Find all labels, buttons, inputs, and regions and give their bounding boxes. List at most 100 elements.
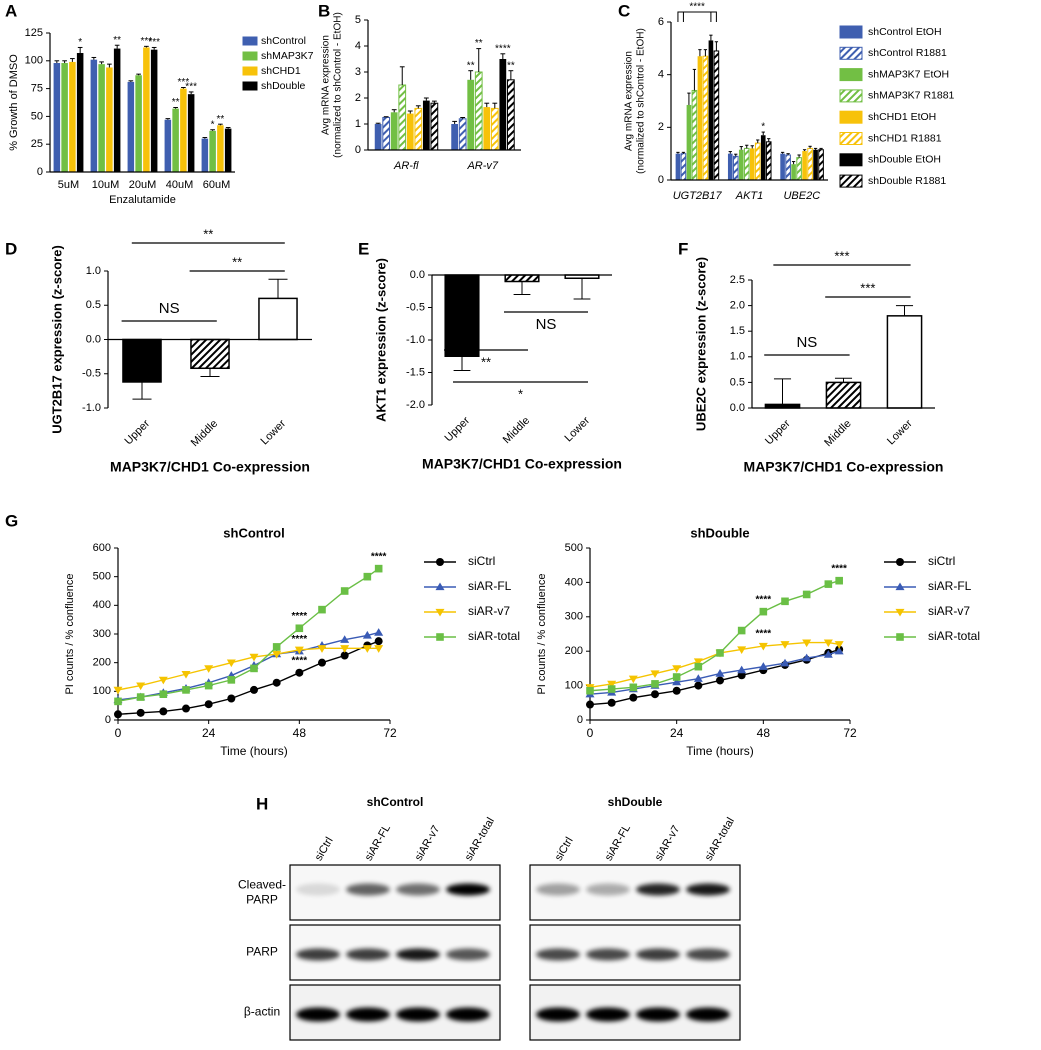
error-bar bbox=[728, 151, 732, 154]
error-bar bbox=[681, 151, 686, 154]
point bbox=[340, 635, 350, 643]
x-axis-label: Time (hours) bbox=[220, 744, 288, 758]
point bbox=[834, 641, 844, 649]
bar bbox=[691, 89, 698, 181]
bar bbox=[76, 53, 84, 172]
legend-item: shCHD1 R1881 bbox=[839, 132, 942, 145]
error-bar bbox=[802, 149, 807, 152]
legend-label: shDouble bbox=[261, 80, 306, 92]
blot-band bbox=[296, 948, 340, 961]
y-tick-label: 3 bbox=[355, 66, 361, 78]
bar bbox=[53, 63, 61, 172]
chart-title: shDouble bbox=[690, 525, 749, 540]
point bbox=[694, 662, 703, 671]
point bbox=[737, 671, 746, 680]
panel-letter: G bbox=[5, 511, 18, 530]
point bbox=[672, 686, 681, 695]
y-tick-label: -1.5 bbox=[406, 366, 425, 378]
legend-item: shCHD1 bbox=[242, 65, 301, 77]
legend-item: shControl bbox=[242, 35, 306, 47]
y-tick-label: 2 bbox=[658, 121, 664, 133]
point bbox=[374, 645, 384, 653]
point bbox=[113, 686, 123, 695]
error-bar bbox=[492, 102, 498, 109]
bar bbox=[406, 113, 414, 150]
y-tick-label: -0.5 bbox=[82, 368, 101, 380]
point bbox=[363, 572, 372, 581]
bar bbox=[732, 155, 739, 181]
point bbox=[780, 641, 790, 649]
point bbox=[802, 590, 811, 599]
y-tick-label: 0 bbox=[577, 714, 583, 726]
error-bar bbox=[573, 278, 591, 300]
legend-label: shControl R1881 bbox=[868, 47, 947, 59]
point bbox=[651, 680, 659, 688]
line bbox=[117, 631, 379, 701]
point bbox=[716, 649, 724, 657]
bracket-label: ** bbox=[232, 254, 242, 269]
point bbox=[629, 693, 638, 702]
point bbox=[226, 659, 236, 668]
error-bar bbox=[739, 146, 743, 150]
legend-swatch bbox=[839, 110, 863, 124]
error-bar bbox=[780, 151, 785, 154]
x-tick-label: 20uM bbox=[129, 179, 157, 191]
legend-marker bbox=[896, 558, 904, 566]
bar bbox=[172, 108, 179, 172]
x-axis-label: MAP3K7/CHD1 Co-expression bbox=[110, 459, 310, 475]
significance: **** bbox=[292, 634, 308, 645]
bar bbox=[217, 125, 224, 172]
error-bar bbox=[834, 377, 853, 383]
error-bar bbox=[268, 278, 288, 299]
error-bar bbox=[431, 100, 437, 104]
bar bbox=[813, 149, 818, 180]
point bbox=[227, 694, 236, 703]
error-bar bbox=[210, 129, 215, 131]
x-tick-label: 10uM bbox=[92, 179, 120, 191]
error-bar bbox=[415, 105, 421, 109]
significance: * bbox=[211, 119, 215, 130]
point bbox=[693, 674, 703, 682]
bar bbox=[807, 147, 813, 181]
significance-bracket: NS bbox=[764, 334, 850, 356]
x-tick-label: AR-v7 bbox=[466, 160, 498, 172]
legend-item: shControl R1881 bbox=[839, 46, 947, 60]
bar bbox=[127, 81, 135, 172]
bar bbox=[135, 75, 142, 172]
significance: ** bbox=[467, 60, 475, 71]
bar bbox=[738, 149, 744, 180]
y-tick-label: 300 bbox=[565, 611, 583, 623]
y-tick-label: 200 bbox=[93, 657, 111, 669]
error-bar bbox=[808, 145, 812, 149]
bar bbox=[113, 48, 121, 172]
blot-row-label: Cleaved- bbox=[238, 878, 286, 892]
error-bar bbox=[136, 73, 141, 76]
legend-label: siAR-total bbox=[928, 629, 980, 643]
legend-swatch bbox=[839, 89, 863, 103]
x-axis-label: Time (hours) bbox=[686, 744, 754, 758]
point bbox=[693, 658, 703, 667]
significance: **** bbox=[831, 563, 847, 574]
y-tick-label: 25 bbox=[31, 138, 43, 150]
error-bar bbox=[132, 381, 152, 400]
legend-swatch bbox=[242, 81, 258, 91]
y-tick-label: 0.0 bbox=[410, 269, 425, 281]
error-bar bbox=[70, 58, 75, 62]
error-bar bbox=[181, 86, 186, 89]
point bbox=[823, 650, 833, 658]
point bbox=[823, 639, 833, 648]
blot-band bbox=[346, 883, 390, 896]
point bbox=[294, 646, 304, 655]
error-bar bbox=[797, 154, 801, 158]
x-tick-label: Lower bbox=[562, 414, 592, 444]
legend-marker bbox=[895, 582, 905, 591]
error-bar bbox=[513, 281, 531, 295]
y-tick-label: -2.0 bbox=[406, 399, 425, 411]
bar bbox=[180, 88, 187, 172]
error-bar bbox=[468, 70, 474, 80]
point bbox=[250, 685, 258, 694]
y-tick-label: 75 bbox=[31, 83, 43, 95]
y-tick-label: 1.5 bbox=[730, 325, 745, 337]
legend-item: shDouble EtOH bbox=[839, 153, 941, 167]
error-bar bbox=[773, 378, 792, 405]
